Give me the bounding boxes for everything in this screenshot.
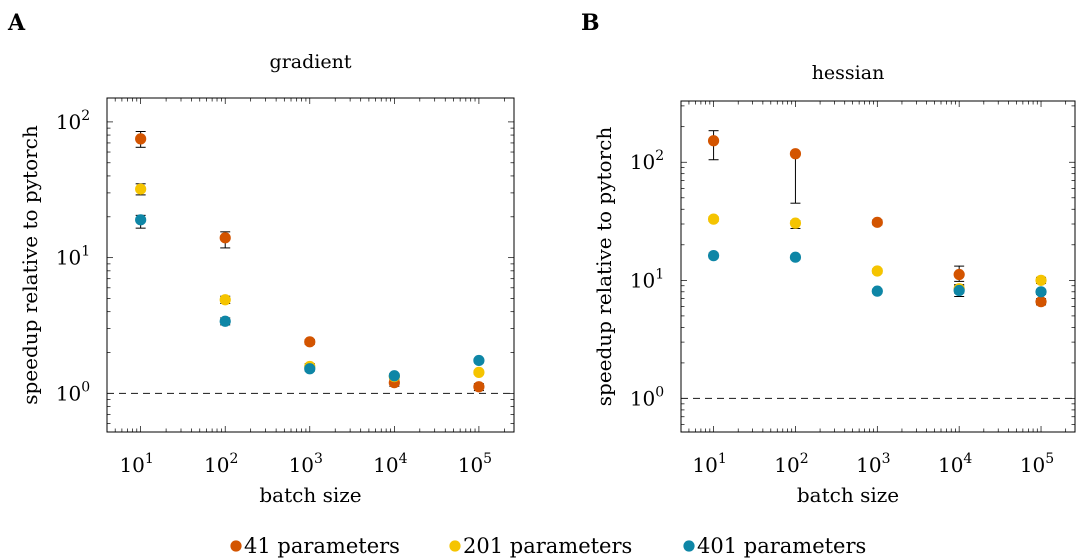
data-point xyxy=(304,336,316,348)
series-201-parameters xyxy=(135,183,484,380)
legend-label: 41 parameters xyxy=(244,534,400,558)
plot-frame xyxy=(680,100,1076,433)
x-tick-label: 101 xyxy=(119,451,153,477)
panel-label: B xyxy=(581,10,600,36)
data-point xyxy=(953,284,965,297)
y-axis-label: speedup relative to pytorch xyxy=(18,125,42,405)
data-point xyxy=(953,268,965,281)
x-tick-label: 105 xyxy=(458,451,492,477)
x-tick-label: 103 xyxy=(856,451,890,477)
series-201-parameters xyxy=(708,216,1047,294)
legend: 41 parameters 201 parameters 401 parameter… xyxy=(230,534,866,558)
x-axis-label: batch size xyxy=(259,483,361,507)
data-point xyxy=(1035,274,1047,286)
data-point xyxy=(135,133,147,145)
data-point xyxy=(707,135,720,147)
legend-item: 401 parameters xyxy=(683,534,866,558)
data-point xyxy=(789,251,802,263)
x-tick-label: 104 xyxy=(938,451,972,477)
data-point xyxy=(219,294,231,306)
y-tick-label: 101 xyxy=(56,244,90,270)
data-layer xyxy=(135,130,485,393)
data-point xyxy=(707,213,720,225)
x-tick-label: 102 xyxy=(204,451,238,477)
x-axis-label: batch size xyxy=(797,483,899,507)
y-tick-label: 101 xyxy=(630,266,664,292)
plot-frame xyxy=(106,97,515,433)
legend-item: 201 parameters xyxy=(449,534,632,558)
y-tick-label: 102 xyxy=(630,148,664,174)
data-point xyxy=(304,363,316,375)
data-point xyxy=(789,217,802,229)
legend-marker xyxy=(230,540,242,552)
legend-label: 201 parameters xyxy=(463,534,632,558)
chart-title: gradient xyxy=(270,51,352,73)
y-tick-label: 100 xyxy=(630,384,664,410)
data-point xyxy=(1035,296,1047,308)
data-point xyxy=(135,183,147,195)
data-point xyxy=(473,381,485,393)
x-tick-label: 103 xyxy=(289,451,323,477)
x-tick-label: 105 xyxy=(1020,451,1054,477)
data-point xyxy=(135,214,147,226)
y-axis-label: speedup relative to pytorch xyxy=(592,127,616,407)
data-point xyxy=(473,354,485,367)
legend-label: 401 parameters xyxy=(697,534,866,558)
minor-ticks xyxy=(106,98,514,432)
x-tick-label: 104 xyxy=(373,451,407,477)
y-tick-label: 102 xyxy=(56,108,90,134)
legend-marker xyxy=(683,540,695,552)
data-point xyxy=(871,216,883,228)
data-point xyxy=(871,285,883,297)
series-41-parameters xyxy=(135,130,484,392)
data-point xyxy=(789,148,802,160)
data-point xyxy=(219,232,231,244)
data-point xyxy=(219,315,231,327)
data-point xyxy=(871,265,883,277)
panel-label: A xyxy=(7,10,26,36)
data-point xyxy=(388,370,400,382)
series-401-parameters xyxy=(135,214,484,379)
legend-item: 41 parameters xyxy=(230,534,400,558)
legend-marker xyxy=(449,540,461,552)
data-point xyxy=(1035,286,1047,298)
data-layer xyxy=(707,130,1047,308)
data-point xyxy=(473,366,485,378)
x-tick-label: 101 xyxy=(692,451,726,477)
y-tick-label: 100 xyxy=(56,379,90,405)
x-tick-label: 102 xyxy=(774,451,808,477)
chart-title: hessian xyxy=(812,62,885,84)
data-point xyxy=(707,250,720,262)
